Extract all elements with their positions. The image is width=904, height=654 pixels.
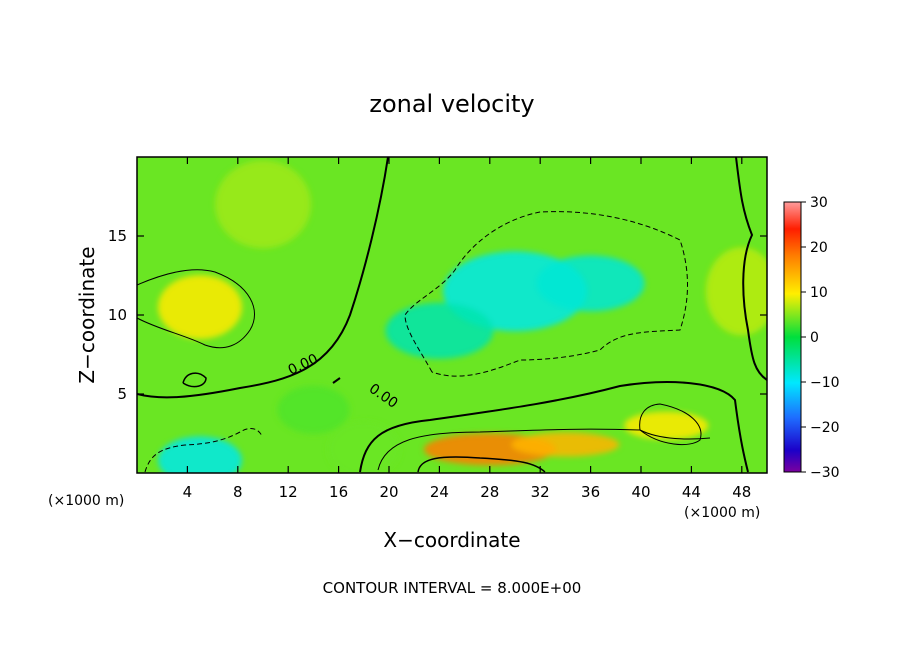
y-tick-label: 5 [117, 385, 127, 403]
y-axis-label: Z−coordinate [75, 246, 99, 383]
negative-contour-lower-left [144, 428, 263, 473]
x-tick-label: 32 [531, 483, 550, 501]
x-tick-label: 36 [581, 483, 600, 501]
field-feature [158, 275, 242, 340]
x-tick-label: 12 [279, 483, 298, 501]
small-contour-mark [332, 377, 341, 384]
field-feature [624, 411, 709, 440]
colorbar-tick-label: −20 [810, 420, 840, 436]
x-tick-label: 20 [379, 483, 398, 501]
x-tick-label: 28 [480, 483, 499, 501]
x-unit-label-right: (×1000 m) [684, 505, 760, 521]
positive-contour-left-blob [137, 269, 255, 349]
colorbar-tick-label: 30 [810, 195, 828, 211]
colorbar-tick-label: 20 [810, 240, 828, 256]
zero-contour-lower [359, 381, 749, 473]
x-tick-label: 48 [732, 483, 751, 501]
zero-contour-main [137, 157, 389, 399]
contour-lines [137, 157, 767, 473]
x-axis-label: X−coordinate [383, 528, 520, 552]
colorbar-tick-label: −30 [810, 465, 840, 481]
contour-interval-note: CONTOUR INTERVAL = 8.000E+00 [323, 579, 582, 597]
colorbar-ramp [783, 201, 802, 473]
zero-contour-right [735, 157, 767, 381]
field-feature [511, 432, 620, 457]
x-tick-label: 16 [329, 483, 348, 501]
field-feature [385, 302, 494, 359]
colorbar-tick-label: 0 [810, 330, 819, 346]
colorbar: 30 20 10 0 −10 −20 −30 [783, 195, 840, 481]
colorbar-tick-label: −10 [810, 375, 840, 391]
colorbar-ticks: 30 20 10 0 −10 −20 −30 [801, 195, 840, 481]
plot-area: 0.00 0.00 [137, 157, 767, 473]
y-tick-label: 15 [108, 227, 127, 245]
field-feature [158, 436, 242, 473]
x-unit-label-left: (×1000 m) [48, 493, 124, 509]
velocity-field [158, 160, 767, 473]
field-feature [215, 160, 311, 249]
x-tick-label: 44 [682, 483, 701, 501]
y-axis-ticks: 5 10 15 [108, 227, 767, 403]
colorbar-tick-label: 10 [810, 285, 828, 301]
x-tick-label: 24 [430, 483, 449, 501]
y-tick-label: 10 [108, 306, 127, 324]
x-tick-label: 8 [233, 483, 243, 501]
chart-title: zonal velocity [369, 90, 534, 118]
x-tick-label: 4 [183, 483, 193, 501]
field-feature [536, 255, 645, 312]
small-contour-loop [182, 372, 207, 388]
field-feature [705, 247, 767, 336]
positive-contour-jet [377, 428, 711, 471]
x-tick-label: 40 [631, 483, 650, 501]
positive-contour-right-lobe [639, 403, 702, 446]
field-feature [277, 385, 350, 434]
positive-contour-jet-core [417, 456, 546, 473]
x-axis-ticks: 4 8 12 16 20 24 28 32 36 40 44 48 [183, 157, 751, 501]
